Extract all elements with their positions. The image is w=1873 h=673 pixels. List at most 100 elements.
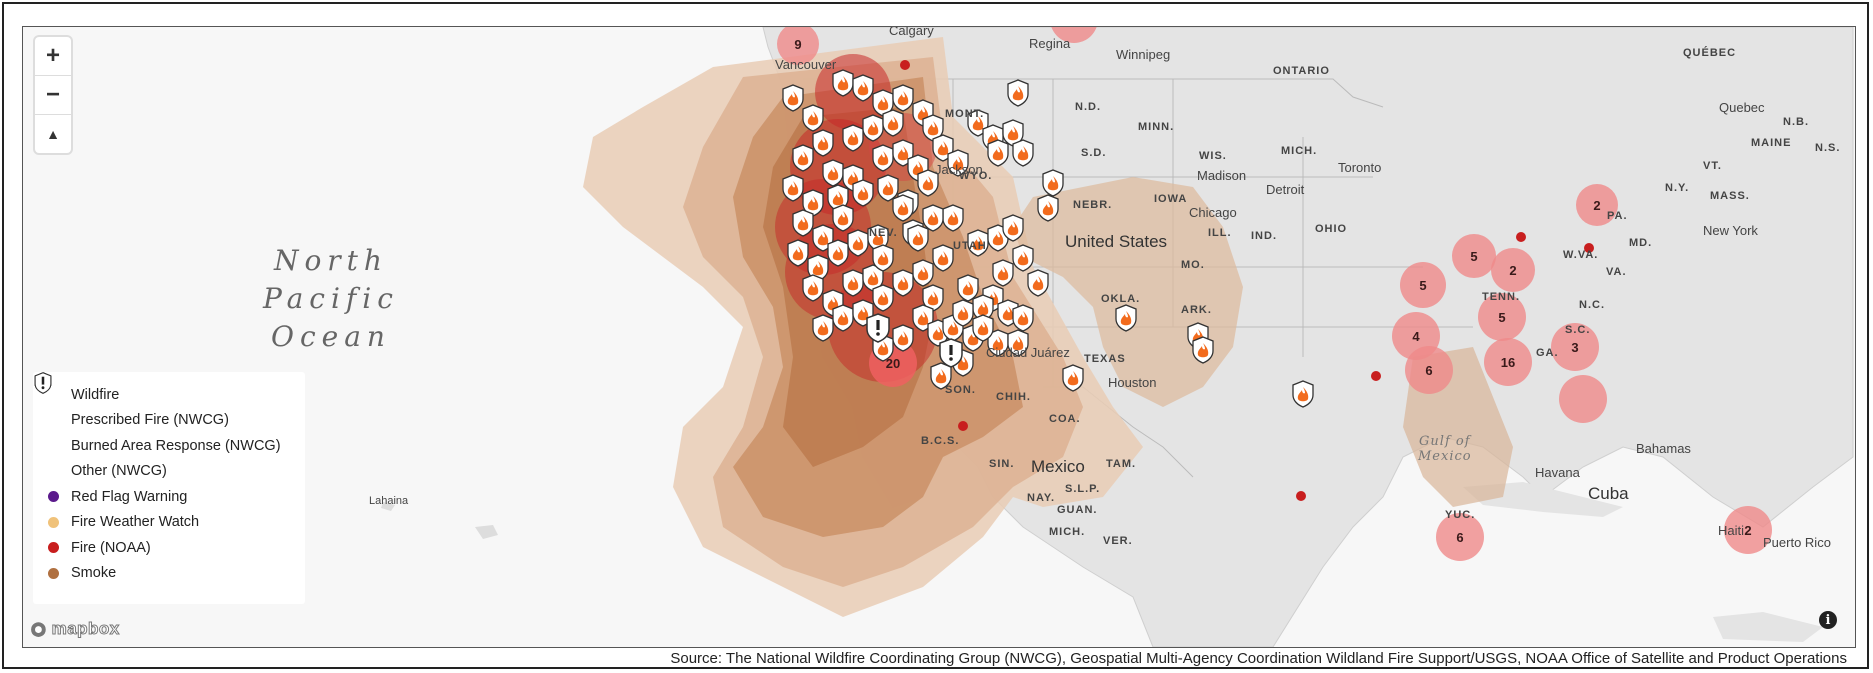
wildfire-marker[interactable]: [907, 224, 929, 252]
cluster-marker[interactable]: 16: [1484, 338, 1532, 386]
cluster-marker[interactable]: 5: [1400, 262, 1446, 308]
wildfire-marker[interactable]: [792, 144, 814, 172]
wildfire-marker[interactable]: [872, 244, 894, 272]
cluster-marker[interactable]: 2: [1576, 184, 1618, 226]
cluster-marker[interactable]: 5: [1478, 293, 1526, 341]
wildfire-marker[interactable]: [1027, 269, 1049, 297]
compass-button[interactable]: ▲: [46, 126, 60, 142]
state-label: VER.: [1103, 535, 1133, 547]
wildfire-marker[interactable]: [842, 124, 864, 152]
wildfire-marker[interactable]: [972, 314, 994, 342]
noaa-fire-dot[interactable]: [1296, 491, 1306, 501]
state-label: GUAN.: [1057, 504, 1098, 516]
wildfire-marker[interactable]: [1115, 304, 1137, 332]
cluster-marker[interactable]: 9: [777, 27, 819, 65]
wildfire-marker[interactable]: [1292, 380, 1314, 408]
cluster-marker[interactable]: 2: [1724, 506, 1772, 554]
wildfire-marker[interactable]: [992, 259, 1014, 287]
state-label: SON.: [945, 384, 976, 396]
cluster-marker[interactable]: 3: [1551, 323, 1599, 371]
wildfire-marker[interactable]: [812, 129, 834, 157]
wildfire-marker[interactable]: [782, 84, 804, 112]
noaa-fire-dot[interactable]: [1516, 232, 1526, 242]
wildfire-marker[interactable]: [832, 204, 854, 232]
wildfire-marker[interactable]: [842, 269, 864, 297]
wildfire-marker[interactable]: [787, 239, 809, 267]
wildfire-marker[interactable]: [892, 324, 914, 352]
wildfire-marker[interactable]: [942, 204, 964, 232]
wildfire-marker[interactable]: [847, 229, 869, 257]
wildfire-marker[interactable]: [877, 174, 899, 202]
state-label: OHIO: [1315, 223, 1348, 235]
wildfire-marker[interactable]: [922, 204, 944, 232]
wildfire-marker[interactable]: [892, 269, 914, 297]
cluster-count: 9: [794, 37, 801, 52]
cluster-marker[interactable]: [1559, 375, 1607, 423]
map-canvas[interactable]: 9 2 5 2 5 4 6 5 16 3 20 6 2: [22, 26, 1856, 648]
state-label: IND.: [1251, 230, 1277, 242]
red-flag-dot-icon: [48, 491, 59, 503]
wildfire-marker[interactable]: [872, 144, 894, 172]
zoom-control: + − ▲: [35, 37, 71, 153]
state-label: QUÉBEC: [1683, 47, 1737, 59]
wildfire-marker[interactable]: [1012, 139, 1034, 167]
city-label: New York: [1703, 223, 1758, 238]
noaa-fire-dot[interactable]: [1371, 371, 1381, 381]
info-icon[interactable]: i: [1819, 611, 1837, 629]
cluster-marker[interactable]: 6: [1405, 346, 1453, 394]
wildfire-marker[interactable]: [1002, 214, 1024, 242]
wildfire-marker[interactable]: [802, 274, 824, 302]
wildfire-marker[interactable]: [802, 104, 824, 132]
wildfire-marker[interactable]: [792, 209, 814, 237]
wildfire-marker[interactable]: [852, 74, 874, 102]
wildfire-marker[interactable]: [932, 244, 954, 272]
country-label: Mexico: [1031, 457, 1085, 476]
fire-weather-dot-icon: [48, 516, 59, 528]
other-marker[interactable]: [866, 313, 890, 343]
noaa-fire-dot[interactable]: [900, 60, 910, 70]
cluster-count: 5: [1470, 249, 1477, 264]
state-label: IOWA: [1154, 193, 1188, 205]
wildfire-marker[interactable]: [872, 284, 894, 312]
wildfire-marker[interactable]: [987, 139, 1009, 167]
wildfire-marker[interactable]: [957, 274, 979, 302]
wildfire-marker[interactable]: [862, 114, 884, 142]
country-label: Cuba: [1588, 484, 1629, 503]
wildfire-marker[interactable]: [952, 299, 974, 327]
wildfire-marker[interactable]: [1012, 244, 1034, 272]
wildfire-marker[interactable]: [782, 174, 804, 202]
wildfire-marker[interactable]: [912, 259, 934, 287]
wildfire-marker[interactable]: [1012, 304, 1034, 332]
cluster-marker[interactable]: 5: [1452, 234, 1496, 278]
wildfire-marker[interactable]: [892, 84, 914, 112]
city-label: Winnipeg: [1116, 47, 1171, 62]
zoom-in-button[interactable]: +: [35, 37, 71, 76]
wildfire-marker[interactable]: [827, 239, 849, 267]
noaa-fire-dot[interactable]: [958, 421, 968, 431]
state-label: MINN.: [1138, 121, 1175, 133]
wildfire-marker[interactable]: [892, 194, 914, 222]
noaa-fire-dot[interactable]: [1584, 243, 1594, 253]
cluster-marker[interactable]: 2: [1491, 248, 1535, 292]
zoom-out-button[interactable]: −: [35, 76, 71, 115]
wildfire-marker[interactable]: [1007, 79, 1029, 107]
wildfire-marker[interactable]: [812, 314, 834, 342]
cluster-count: 5: [1498, 310, 1505, 325]
wildfire-marker[interactable]: [1192, 336, 1214, 364]
cluster-marker[interactable]: 6: [1436, 513, 1484, 561]
wildfire-marker[interactable]: [882, 109, 904, 137]
state-label: B.C.S.: [921, 435, 960, 447]
mapbox-logo[interactable]: ◉ mapbox: [30, 619, 120, 639]
wildfire-marker[interactable]: [832, 69, 854, 97]
fire-noaa-dot-icon: [48, 542, 59, 554]
wildfire-marker[interactable]: [852, 179, 874, 207]
cluster-marker[interactable]: [1050, 27, 1098, 43]
wildfire-marker[interactable]: [1062, 364, 1084, 392]
state-label: UTAH: [953, 240, 987, 252]
other-marker[interactable]: [939, 338, 963, 368]
wildfire-marker[interactable]: [832, 304, 854, 332]
state-label: W.VA.: [1563, 249, 1599, 261]
wildfire-marker[interactable]: [1042, 169, 1064, 197]
wildfire-marker[interactable]: [822, 159, 844, 187]
wildfire-marker[interactable]: [1037, 194, 1059, 222]
